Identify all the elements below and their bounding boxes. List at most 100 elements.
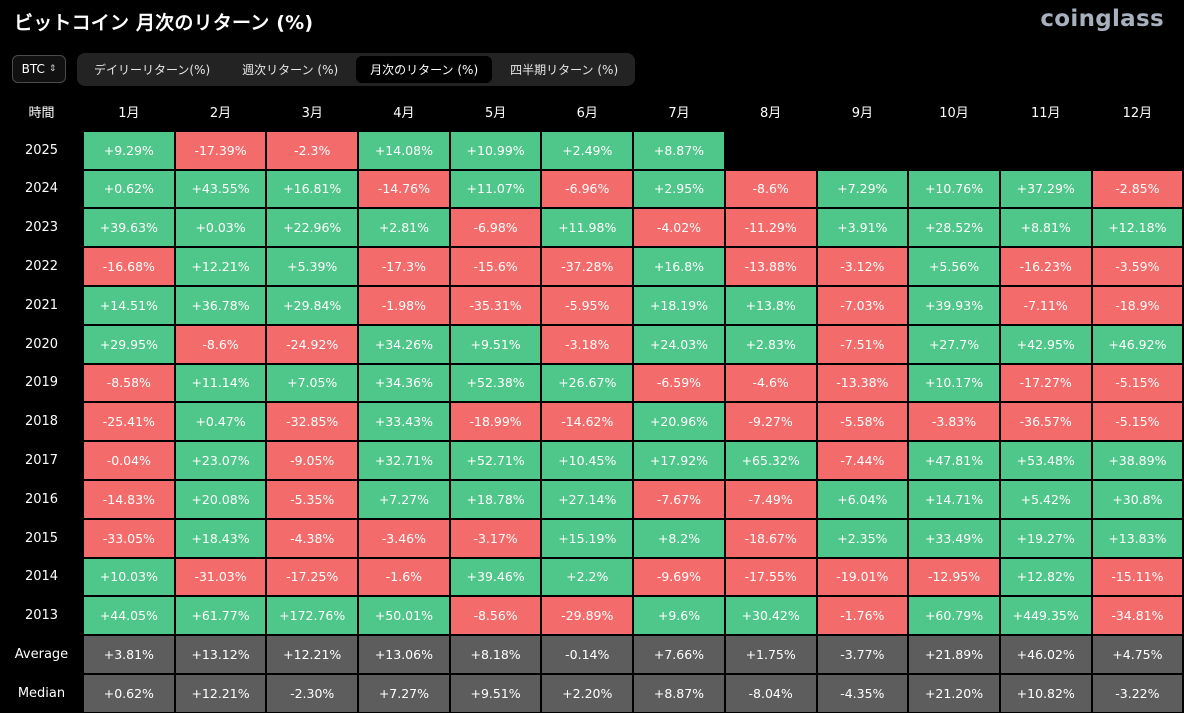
return-cell: +12.21% (174, 673, 267, 713)
year-label: 2021 (24, 297, 59, 313)
return-cell: +8.87% (633, 130, 725, 170)
return-cell: +11.98% (541, 208, 634, 248)
return-cell: +14.51% (83, 285, 175, 325)
month-header: 8月 (760, 105, 782, 121)
return-cell: +42.95% (999, 324, 1092, 364)
return-cell: -6.98% (449, 208, 542, 248)
return-cell: -5.15% (1091, 363, 1184, 403)
coin-select[interactable]: BTC ⇕ (12, 55, 66, 83)
return-cell: -29.89% (541, 596, 634, 636)
empty-cell (908, 130, 1000, 170)
month-header: 3月 (301, 105, 323, 121)
return-cell: -3.18% (541, 324, 634, 364)
return-cell: -8.6% (174, 324, 267, 364)
return-cell: +10.76% (908, 169, 1000, 209)
empty-cell (816, 130, 909, 170)
return-cell: +2.20% (541, 673, 634, 713)
return-cell: +12.82% (999, 557, 1092, 597)
return-cell: -3.17% (449, 518, 542, 558)
return-cell: +29.84% (266, 285, 359, 325)
return-cell: +32.71% (358, 441, 450, 480)
return-cell: +65.32% (724, 441, 817, 480)
return-cell: -17.39% (174, 130, 267, 170)
return-cell: -36.57% (999, 402, 1092, 442)
return-cell: -7.44% (816, 441, 909, 480)
return-cell: +52.71% (449, 441, 542, 480)
return-cell: +14.08% (358, 130, 450, 170)
year-label: 2015 (24, 530, 59, 546)
return-cell: +29.95% (83, 324, 175, 364)
return-cell: +20.08% (174, 479, 267, 519)
year-label: 2024 (24, 181, 59, 197)
return-cell: -17.3% (358, 247, 450, 286)
return-cell: +34.26% (358, 324, 450, 364)
tab-weekly[interactable]: 週次リターン (%) (242, 63, 339, 77)
return-cell: +13.83% (1091, 518, 1184, 558)
return-cell: -3.59% (1091, 247, 1184, 286)
return-cell: -0.14% (541, 635, 634, 674)
year-row: 2020 +29.95% -8.6% -24.92% +34.26% +9.51% -3.1… (0, 324, 1184, 364)
year-row: 2017 -0.04% +23.07% -9.05% +32.71% +52.71% +10… (0, 441, 1184, 480)
return-cell: -8.58% (83, 363, 175, 403)
return-cell: +11.14% (174, 363, 267, 403)
return-cell: +10.99% (449, 130, 542, 170)
return-cell: +1.75% (724, 635, 817, 674)
year-label: 2022 (24, 259, 59, 275)
return-cell: -33.05% (83, 518, 175, 558)
return-cell: -12.95% (908, 557, 1000, 597)
return-cell: -5.35% (266, 479, 359, 519)
return-cell: -3.12% (816, 247, 909, 286)
return-cell: -17.25% (266, 557, 359, 597)
return-cell: +2.95% (633, 169, 725, 209)
tab-quarterly[interactable]: 四半期リターン (%) (510, 63, 619, 77)
return-cell: +5.56% (908, 247, 1000, 286)
return-cell: +47.81% (908, 441, 1000, 480)
return-cell: -9.69% (633, 557, 725, 597)
return-cell: +30.8% (1091, 479, 1184, 519)
summary-row: Average +3.81% +13.12% +12.21% +13.06% +8.18%… (0, 635, 1184, 674)
tab-daily[interactable]: デイリーリターン(%) (94, 63, 211, 77)
return-cell: -8.04% (724, 673, 817, 713)
header-row: 時間 1月 2月 3月 4月 5月 6月 7月 8月 9月 10月 11月 12月 (0, 92, 1184, 131)
return-cell: -2.30% (266, 673, 359, 713)
return-cell: +7.05% (266, 363, 359, 403)
return-cell: -35.31% (449, 285, 542, 325)
return-cell: +27.7% (908, 324, 1000, 364)
return-cell: +7.27% (358, 479, 450, 519)
return-cell: +12.21% (266, 635, 359, 674)
year-label: 2013 (24, 608, 59, 624)
return-cell: -14.76% (358, 169, 450, 209)
return-cell: -14.62% (541, 402, 634, 442)
summary-label: Average (14, 647, 69, 663)
return-cell: +13.12% (174, 635, 267, 674)
summary-label: Median (17, 685, 66, 701)
return-cell: +16.81% (266, 169, 359, 209)
return-cell: -16.23% (999, 247, 1092, 286)
return-cell: +12.21% (174, 247, 267, 286)
return-cell: +44.05% (83, 596, 175, 636)
return-cell: +21.89% (908, 635, 1000, 674)
page-title: ビットコイン 月次のリターン (%) (14, 12, 314, 34)
year-label: 2019 (24, 375, 59, 391)
return-cell: +60.79% (908, 596, 1000, 636)
return-cell: -15.11% (1091, 557, 1184, 597)
return-cell: +6.04% (816, 479, 909, 519)
month-header: 4月 (393, 105, 415, 121)
tab-monthly[interactable]: 月次のリターン (%) (356, 56, 493, 83)
return-cell: +61.77% (174, 596, 267, 636)
month-header: 6月 (576, 105, 598, 121)
return-cell: +5.42% (999, 479, 1092, 519)
return-cell: +27.14% (541, 479, 634, 519)
return-cell: +52.38% (449, 363, 542, 403)
return-cell: -1.98% (358, 285, 450, 325)
return-cell: -7.03% (816, 285, 909, 325)
return-cell: +8.18% (449, 635, 542, 674)
return-cell: +3.81% (83, 635, 175, 674)
return-cell: -0.04% (83, 441, 175, 480)
return-cell: +39.63% (83, 208, 175, 248)
return-cell: -2.3% (266, 130, 359, 170)
return-cell: -24.92% (266, 324, 359, 364)
year-row: 2021 +14.51% +36.78% +29.84% -1.98% -35.31% -5… (0, 285, 1184, 325)
return-cell: +7.66% (633, 635, 725, 674)
year-row: 2024 +0.62% +43.55% +16.81% -14.76% +11.07% -6… (0, 169, 1184, 209)
